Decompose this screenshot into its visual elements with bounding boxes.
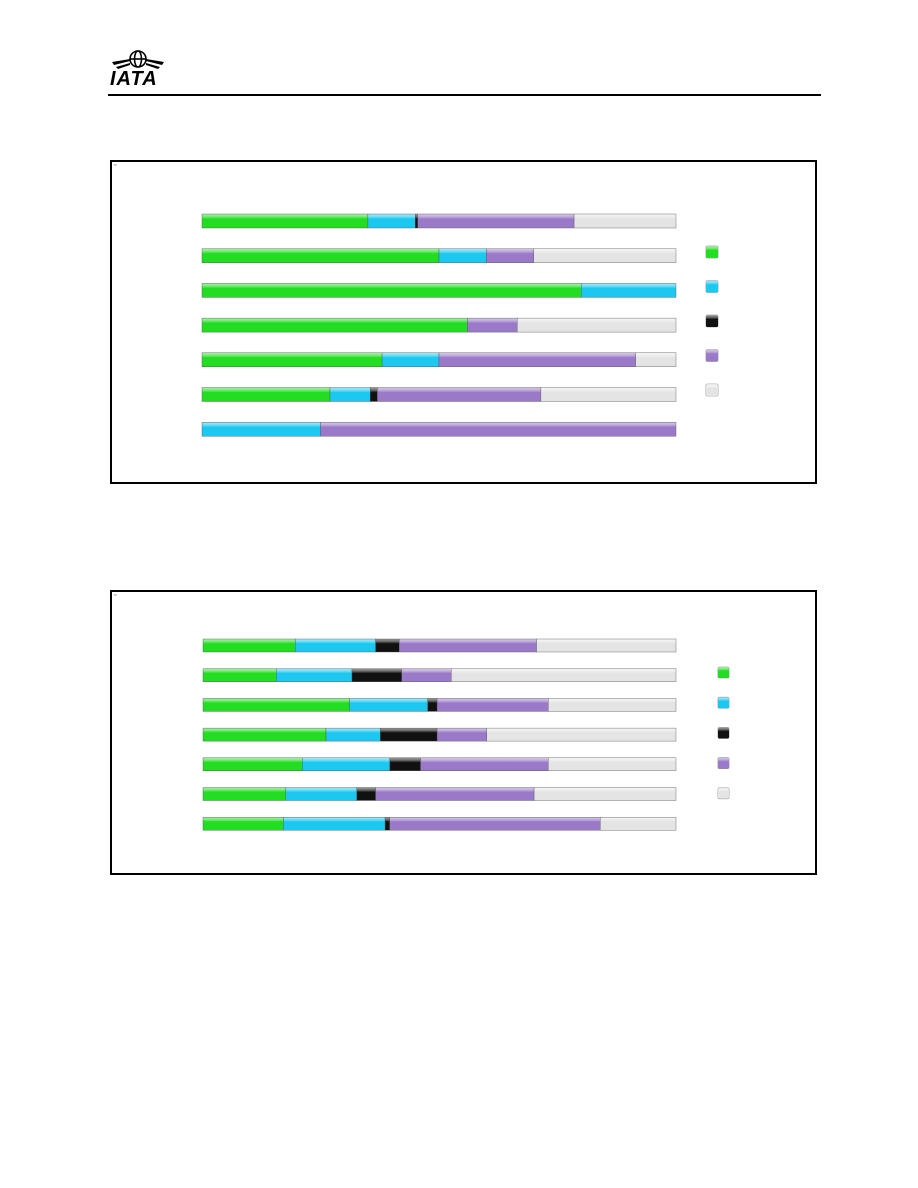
chart-2-bar-shade-row2-series1 xyxy=(202,668,277,682)
chart-2-bar-shade-row4-series2 xyxy=(325,727,381,742)
chart-1-bar-shade-row1-series3 xyxy=(415,213,418,229)
chart-1-legend-swatch-shade-4 xyxy=(706,349,718,362)
chart-2-bar-shade-row3-series2 xyxy=(349,698,428,712)
chart-2-bar-shade-row6-series5 xyxy=(533,787,677,801)
chart-2-bar-shade-row3-series3 xyxy=(427,698,438,712)
chart-1-legend-swatch-shade-5 xyxy=(706,384,718,396)
chart-1-bar-shade-row1-series2 xyxy=(367,213,416,229)
logo-text: IATA xyxy=(110,68,158,90)
chart-1-bar-shade-row6-series5 xyxy=(540,387,677,402)
chart-2-legend-swatch-shade-4 xyxy=(718,757,729,769)
chart-2-bar-shade-row3-series4 xyxy=(436,698,549,712)
chart-1-bar-shade-row6-series2 xyxy=(329,387,371,402)
chart-2-bar-shade-row7-series4 xyxy=(389,816,601,831)
chart-2-bar-shade-row5-series2 xyxy=(302,757,391,772)
chart-1-bar-shade-row6-series1 xyxy=(201,387,331,402)
chart-1-legend-swatch-shade-3 xyxy=(706,315,718,327)
chart-2-bar-shade-row6-series1 xyxy=(202,787,287,801)
chart-2-bar-shade-row1-series5 xyxy=(536,638,677,653)
chart-2-bar-shade-row7-series2 xyxy=(283,816,386,831)
chart-1-legend-swatch-shade-1 xyxy=(706,246,718,258)
chart-2-bar-shade-row4-series5 xyxy=(486,727,677,742)
chart-2-bar-shade-row7-series5 xyxy=(600,816,677,831)
chart-1-bar-shade-row5-series1 xyxy=(201,352,383,368)
page-header: IATA xyxy=(108,48,821,96)
chart-2-bar-shade-row1-series2 xyxy=(294,638,376,653)
chart-2-bar-shade-row2-series2 xyxy=(276,668,353,682)
chart-2-bar-shade-row6-series2 xyxy=(285,787,358,801)
globe-icon xyxy=(112,50,164,69)
chart-2-bar-shade-row3-series5 xyxy=(548,698,677,712)
chart-1-plot xyxy=(201,213,719,437)
chart-2-plot xyxy=(202,638,730,831)
chart-2-bar-shade-row5-series1 xyxy=(202,757,303,772)
chart-1-legend-swatch-shade-2 xyxy=(706,280,718,293)
chart-1-bar-shade-row1-series4 xyxy=(417,213,575,229)
chart-2-bar-shade-row4-series3 xyxy=(380,727,438,742)
chart-1-bar-shade-row2-series1 xyxy=(201,248,440,263)
chart-2-bar-shade-row7-series3 xyxy=(384,816,391,831)
chart-2-bar-shade-row5-series4 xyxy=(420,757,549,772)
chart-2-legend-swatch-shade-5 xyxy=(718,787,729,799)
chart-1-bar-shade-row7-series4 xyxy=(320,422,677,437)
chart-2-legend-swatch-shade-2 xyxy=(718,697,729,709)
chart-1-bar-shade-row4-series5 xyxy=(517,317,677,333)
chart-1-bar-shade-row5-series4 xyxy=(438,352,636,368)
chart-1-bar-shade-row5-series2 xyxy=(381,352,440,368)
chart-2-bar-shade-row1-series4 xyxy=(399,638,537,653)
chart-1-bar-shade-row5-series5 xyxy=(635,352,677,368)
chart-1-bar-shade-row1-series1 xyxy=(201,213,369,229)
chart-1-bar-shade-row6-series3 xyxy=(370,387,378,402)
chart-2-bar-shade-row2-series3 xyxy=(351,668,402,682)
chart-1-bar-shade-row3-series1 xyxy=(201,283,582,298)
chart-1-bar-shade-row2-series2 xyxy=(438,248,487,263)
iata-logo: IATA xyxy=(108,48,168,90)
chart-2-bar-shade-row3-series1 xyxy=(202,698,350,712)
chart-2-corner-marker: ▫ xyxy=(114,592,117,599)
chart-1-bar-shade-row2-series4 xyxy=(486,248,534,263)
chart-2-bar-shade-row7-series1 xyxy=(202,816,284,831)
chart-1-bar-shade-row6-series4 xyxy=(377,387,542,402)
chart-2-legend-swatch-shade-3 xyxy=(718,727,729,739)
chart-2-bar-shade-row6-series3 xyxy=(356,787,376,801)
chart-2-bar-shade-row1-series3 xyxy=(375,638,400,653)
chart-1-bar-shade-row7-series2 xyxy=(201,422,321,437)
chart-1-corner-marker: ▫ xyxy=(114,162,117,169)
chart-2-bar-shade-row5-series3 xyxy=(389,757,421,772)
chart-2-bar-shade-row2-series4 xyxy=(401,668,452,682)
chart-2-bar-shade-row1-series1 xyxy=(202,638,296,653)
chart-1-frame: ▫ xyxy=(110,160,817,484)
chart-2-bar-shade-row4-series4 xyxy=(436,727,488,742)
chart-2-legend-swatch-shade-1 xyxy=(718,667,729,678)
chart-2-bar-shade-row2-series5 xyxy=(451,668,677,682)
chart-2-bar-shade-row6-series4 xyxy=(375,787,535,801)
chart-1-bar-shade-row3-series2 xyxy=(581,283,677,298)
chart-1-bar-shade-row4-series1 xyxy=(201,317,468,333)
chart-2-bar-shade-row5-series5 xyxy=(548,757,677,772)
chart-2-bar-shade-row4-series1 xyxy=(202,727,327,742)
chart-1-bar-shade-row4-series4 xyxy=(467,317,518,333)
chart-1-bar-shade-row2-series5 xyxy=(533,248,677,263)
chart-1-bar-shade-row1-series5 xyxy=(573,213,677,229)
chart-2-frame: ▫ xyxy=(110,590,817,875)
header-divider xyxy=(108,94,821,96)
